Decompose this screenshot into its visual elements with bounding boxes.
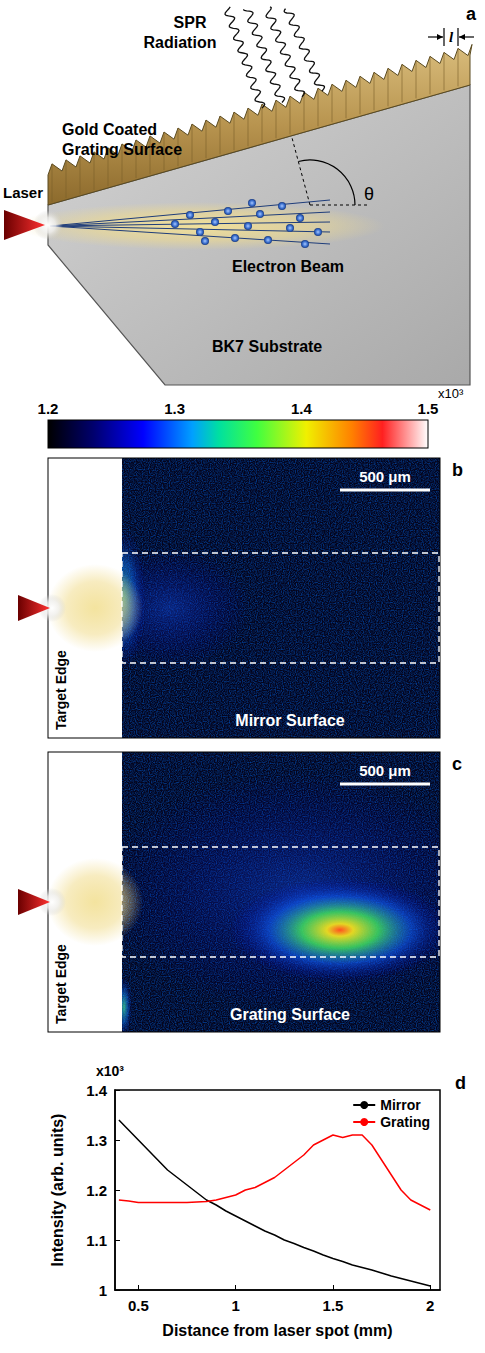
svg-text:500 μm: 500 μm [359, 762, 411, 779]
svg-text:θ: θ [364, 184, 374, 204]
svg-text:Mirror: Mirror [380, 1097, 421, 1113]
svg-text:Gold Coated: Gold Coated [62, 121, 157, 138]
svg-text:BK7 Substrate: BK7 Substrate [212, 338, 322, 355]
svg-text:2: 2 [426, 1297, 434, 1314]
svg-text:1.2: 1.2 [86, 1182, 107, 1199]
svg-text:1.1: 1.1 [86, 1232, 107, 1249]
svg-text:x10³: x10³ [438, 386, 464, 401]
svg-text:Distance from laser spot (mm): Distance from laser spot (mm) [162, 1322, 392, 1339]
svg-text:l: l [449, 29, 454, 45]
svg-text:a: a [466, 4, 477, 24]
svg-text:SPR: SPR [174, 14, 207, 31]
svg-text:1.5: 1.5 [323, 1297, 344, 1314]
svg-text:Laser: Laser [3, 184, 43, 201]
svg-text:1.4: 1.4 [86, 1082, 108, 1099]
svg-text:c: c [452, 754, 462, 774]
svg-text:d: d [455, 1073, 466, 1093]
svg-text:1.3: 1.3 [86, 1132, 107, 1149]
svg-text:Mirror Surface: Mirror Surface [235, 712, 344, 729]
svg-text:Grating Surface: Grating Surface [62, 141, 182, 158]
svg-text:1: 1 [231, 1297, 239, 1314]
svg-text:Target Edge: Target Edge [53, 944, 69, 1024]
svg-text:Electron Beam: Electron Beam [232, 258, 344, 275]
svg-text:1.4: 1.4 [291, 400, 313, 417]
svg-text:Intensity (arb. units): Intensity (arb. units) [49, 1114, 66, 1267]
svg-text:1.5: 1.5 [418, 400, 439, 417]
svg-text:1: 1 [99, 1282, 107, 1299]
svg-text:Grating: Grating [380, 1114, 430, 1130]
svg-text:1.3: 1.3 [164, 400, 185, 417]
svg-text:Grating Surface: Grating Surface [230, 1006, 350, 1023]
svg-text:500 μm: 500 μm [359, 468, 411, 485]
svg-text:Radiation: Radiation [144, 34, 217, 51]
svg-text:Target Edge: Target Edge [53, 650, 69, 730]
svg-text:b: b [452, 460, 463, 480]
svg-text:0.5: 0.5 [128, 1297, 149, 1314]
svg-text:x10³: x10³ [96, 1063, 124, 1079]
svg-text:1.2: 1.2 [38, 400, 59, 417]
